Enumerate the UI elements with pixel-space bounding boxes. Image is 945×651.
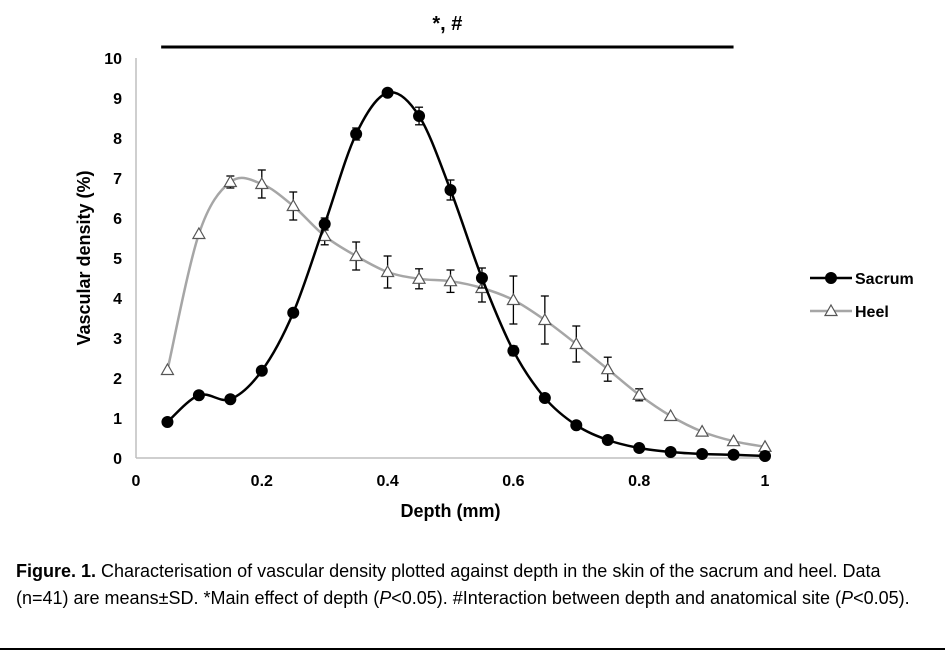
- data-point-heel: [663, 408, 678, 422]
- data-point-sacrum: [538, 392, 551, 404]
- caption-figure-label: Figure. 1.: [16, 561, 97, 581]
- legend-label-sacrum: Sacrum: [855, 271, 914, 288]
- legend: Sacrum Heel: [810, 271, 914, 321]
- data-point-sacrum: [696, 448, 709, 460]
- series-line-sacrum: [166, 91, 766, 458]
- data-point-sacrum: [255, 364, 268, 377]
- data-point-heel: [632, 387, 647, 400]
- caption-p-symbol-2: P: [841, 588, 854, 608]
- significance-label: *, #: [432, 13, 462, 35]
- data-point-sacrum: [318, 218, 331, 230]
- data-point-heel: [349, 248, 364, 262]
- y-tick-label: 9: [113, 91, 122, 108]
- data-point-heel: [223, 174, 238, 188]
- data-point-heel: [254, 176, 269, 190]
- data-point-sacrum: [444, 184, 457, 196]
- data-point-heel: [695, 424, 710, 437]
- legend-label-heel: Heel: [855, 304, 889, 321]
- y-tick-label: 3: [113, 331, 122, 348]
- significance-bar: *, #: [161, 13, 734, 49]
- caption-p-symbol-1: P: [379, 588, 392, 608]
- data-point-sacrum: [727, 448, 740, 461]
- y-tick-label: 6: [113, 211, 122, 228]
- data-point-sacrum: [475, 272, 488, 284]
- data-point-sacrum: [601, 434, 614, 446]
- chart: *, # 0 0.2 0.4 0.6 0.8 1 0 1 2 3 4 5 6 7 8 9 10 Depth (…: [74, 13, 914, 521]
- y-axis-title: Vascular density (%): [74, 170, 94, 345]
- data-point-heel: [506, 292, 521, 306]
- data-point-sacrum: [192, 389, 205, 402]
- legend-item-heel: Heel: [810, 303, 889, 321]
- data-point-heel: [380, 264, 395, 278]
- y-tick-label: 5: [113, 251, 122, 268]
- data-point-sacrum: [381, 86, 394, 99]
- series-heel: [160, 169, 773, 452]
- axes: [135, 58, 765, 459]
- x-tick-label: 0.6: [502, 473, 524, 490]
- data-point-heel: [160, 362, 175, 376]
- y-tick-label: 10: [104, 51, 122, 68]
- data-point-heel: [569, 336, 584, 350]
- data-point-sacrum: [161, 416, 174, 428]
- x-tick-label: 0: [132, 473, 141, 490]
- data-point-sacrum: [759, 450, 771, 462]
- data-point-sacrum: [664, 446, 677, 458]
- data-point-heel: [537, 312, 552, 326]
- caption-text-part2: <0.05). #Interaction between depth and a…: [391, 588, 842, 608]
- x-tick-label: 1: [761, 473, 770, 490]
- x-axis-ticks: 0 0.2 0.4 0.6 0.8 1: [132, 473, 770, 490]
- data-point-heel: [726, 433, 741, 447]
- y-axis-ticks: 0 1 2 3 4 5 6 7 8 9 10: [104, 51, 122, 468]
- x-tick-label: 0.2: [251, 473, 273, 490]
- y-tick-label: 1: [113, 411, 122, 428]
- y-tick-label: 0: [113, 451, 122, 468]
- data-point-sacrum: [350, 128, 363, 140]
- figure-caption: Figure. 1. Characterisation of vascular …: [16, 558, 931, 612]
- legend-item-sacrum: Sacrum: [810, 271, 914, 288]
- data-point-heel: [412, 271, 427, 284]
- data-point-heel: [286, 198, 301, 212]
- y-tick-label: 8: [113, 131, 122, 148]
- data-point-sacrum: [413, 110, 426, 122]
- data-point-heel: [443, 273, 458, 287]
- x-tick-label: 0.4: [376, 473, 398, 490]
- series-line-heel: [166, 176, 766, 449]
- series-sacrum: [161, 86, 771, 462]
- data-point-sacrum: [570, 419, 583, 432]
- bottom-rule: [0, 648, 945, 650]
- y-tick-label: 2: [113, 371, 122, 388]
- y-tick-label: 7: [113, 171, 122, 188]
- legend-marker-heel: [823, 303, 839, 317]
- y-tick-label: 4: [113, 291, 122, 308]
- legend-marker-sacrum: [825, 272, 837, 284]
- caption-text-part1: Characterisation of vascular density plo…: [16, 561, 881, 608]
- data-point-sacrum: [224, 393, 237, 406]
- series-layer: [160, 86, 773, 462]
- data-point-sacrum: [287, 306, 300, 319]
- x-axis-title: Depth (mm): [401, 501, 501, 521]
- x-tick-label: 0.8: [628, 473, 650, 490]
- data-point-sacrum: [507, 344, 520, 357]
- data-point-sacrum: [633, 442, 646, 454]
- caption-text-part3: <0.05).: [853, 588, 910, 608]
- data-point-heel: [600, 361, 615, 375]
- data-point-heel: [191, 226, 206, 240]
